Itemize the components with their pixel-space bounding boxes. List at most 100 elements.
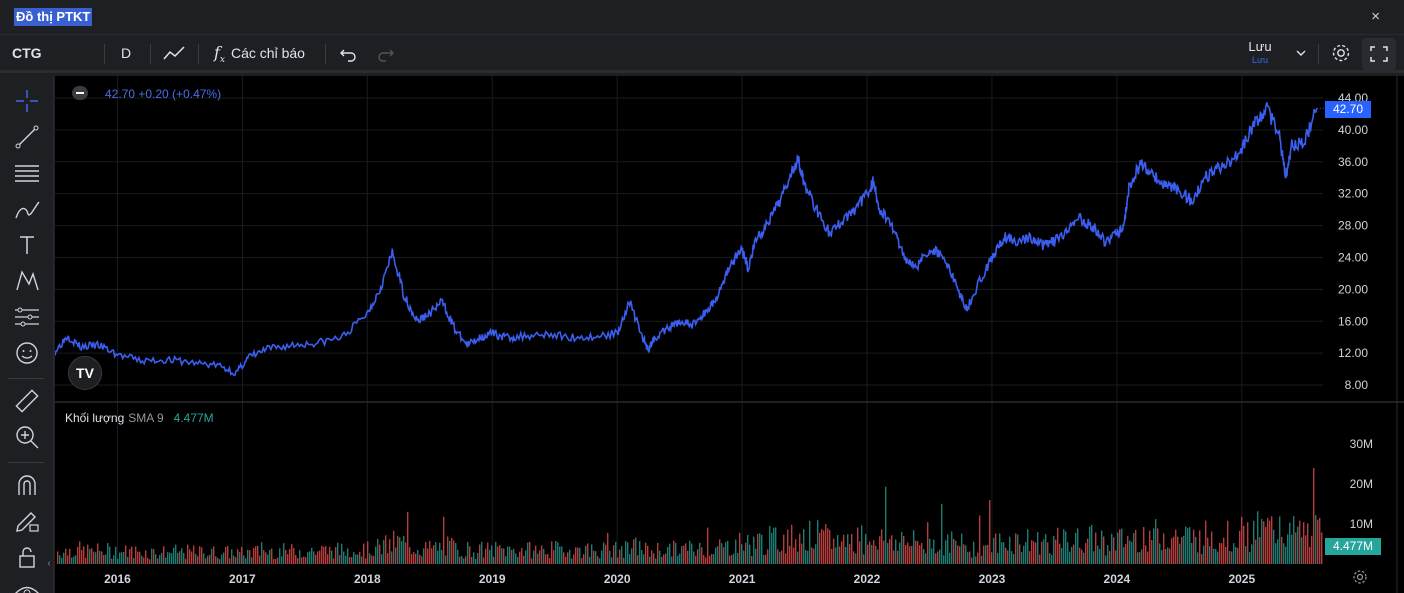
volume-bar [107,542,109,564]
window-title: Đồ thị PTKT [14,8,93,26]
lock-icon[interactable] [12,542,42,572]
price-chart[interactable]: 2016 2017 2018 2019 2020 2021 2022 2023 2024 2025… [55,76,1404,593]
volume-bar [551,541,553,564]
price-tick-label: 32.00 [1338,187,1368,201]
chevron-left-icon[interactable]: ‹ [47,558,51,569]
volume-bar [861,525,863,564]
save-button[interactable]: Lưu Lưu [1240,40,1280,66]
gear-icon[interactable] [1330,35,1352,71]
volume-bar [379,544,381,564]
undo-icon[interactable] [340,35,356,71]
volume-bar [661,556,663,564]
redo-icon[interactable] [378,35,394,71]
save-label: Lưu [1248,39,1272,54]
close-icon[interactable]: × [1371,8,1380,25]
sidebar-divider [8,378,44,379]
toolbar-divider [198,44,199,64]
volume-bar [373,556,375,564]
volume-bar [75,555,77,564]
trend-line-icon[interactable] [12,122,42,152]
collapse-legend-button[interactable] [72,86,88,100]
volume-bar [1121,528,1123,564]
tradingview-logo[interactable]: TV [68,356,102,390]
volume-bar [865,533,867,564]
volume-bar [241,546,243,564]
chart-area[interactable]: 2016 2017 2018 2019 2020 2021 2022 2023 2024 2025… [55,76,1404,593]
volume-bar [1081,549,1083,564]
volume-bar [475,558,477,564]
volume-bar [939,549,941,564]
volume-bar [1079,547,1081,564]
volume-bar [203,553,205,564]
volume-bar [829,530,831,564]
volume-bar [1201,553,1203,564]
symbol-search-button[interactable]: CTG [12,45,42,61]
chart-settings-icon[interactable] [1352,569,1368,588]
volume-bar [337,542,339,564]
volume-bar [251,557,253,564]
last-price-tag: 42.70 [1325,101,1371,118]
volume-bar [1313,467,1315,564]
volume-bar [623,557,625,564]
volume-bar [233,555,235,564]
volume-bar [783,534,785,564]
volume-bar [495,542,497,564]
emoji-icon[interactable] [12,338,42,368]
volume-bar [217,557,219,564]
volume-bar [171,553,173,564]
brush-icon[interactable] [12,194,42,224]
fullscreen-icon [1370,46,1388,62]
volume-bar [527,542,529,564]
volume-bar [1263,521,1265,564]
volume-bar [903,535,905,564]
volume-bar [611,557,613,564]
indicators-button[interactable]: fx Các chỉ báo [214,35,305,71]
toolbar-divider [1318,44,1319,64]
volume-bar [523,555,525,564]
crosshair-icon[interactable] [12,86,42,116]
eye-icon[interactable] [12,578,42,593]
forecast-icon[interactable] [12,302,42,332]
volume-bar [881,529,883,564]
volume-bar [505,556,507,564]
volume-bar [1007,550,1009,564]
volume-bar [149,559,151,564]
volume-bar [541,545,543,564]
pattern-icon[interactable] [12,266,42,296]
volume-bar [451,537,453,564]
volume-bar [1289,522,1291,564]
volume-bar [665,553,667,564]
zoom-in-icon[interactable] [12,422,42,452]
price-legend: 42.70 +0.20 (+0.47%) [105,87,222,101]
text-tool-icon[interactable] [12,230,42,260]
volume-bar [1309,546,1311,564]
volume-bar [1193,529,1195,564]
volume-bar [809,520,811,564]
magnet-icon[interactable] [12,470,42,500]
volume-bar [677,555,679,564]
line-chart-icon [163,46,185,60]
volume-bar [1035,542,1037,564]
volume-bar [331,550,333,564]
fullscreen-button[interactable] [1362,38,1396,70]
volume-bar [601,550,603,564]
volume-bar [1113,537,1115,564]
interval-button[interactable]: D [121,45,132,61]
chevron-down-icon[interactable] [1296,35,1306,71]
volume-bar [859,541,861,564]
volume-bar [1221,543,1223,564]
volume-bar [907,542,909,564]
volume-bar [231,549,233,564]
volume-legend: Khối lượng SMA 9 4.477M [65,411,214,425]
volume-bar [1319,518,1321,564]
volume-bar [989,500,991,564]
volume-bar [839,546,841,564]
chart-type-button[interactable] [162,35,186,71]
lock-drawing-icon[interactable] [12,506,42,536]
fib-lines-icon[interactable] [12,158,42,188]
volume-bar [711,554,713,564]
volume-bar [205,558,207,564]
volume-bar [447,536,449,564]
ruler-icon[interactable] [12,386,42,416]
x-tick-label: 2020 [604,572,631,586]
